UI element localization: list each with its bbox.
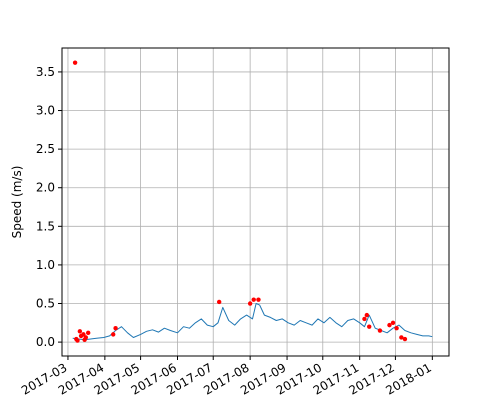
outlier-point bbox=[216, 299, 222, 305]
outlier-point bbox=[367, 324, 372, 329]
outlier-point bbox=[387, 322, 392, 328]
outlier-point bbox=[247, 301, 253, 306]
outlier-point bbox=[364, 312, 370, 318]
outlier-point bbox=[362, 316, 367, 322]
y-tick-label: 1.5 bbox=[36, 219, 55, 233]
outlier-point bbox=[77, 329, 83, 334]
y-tick-label: 3.0 bbox=[36, 104, 55, 118]
plot-area bbox=[61, 47, 450, 357]
y-axis-label: Speed (m/s) bbox=[10, 166, 24, 239]
speed-series-line bbox=[72, 303, 433, 341]
outlier-point bbox=[402, 336, 408, 342]
outlier-point bbox=[251, 297, 256, 302]
x-axis-ticks: 2017-032017-042017-052017-062017-072017-… bbox=[19, 356, 434, 398]
speed-series bbox=[72, 303, 433, 341]
outlier-point bbox=[256, 297, 261, 302]
outlier-point bbox=[399, 335, 404, 340]
outlier-point bbox=[85, 330, 91, 336]
y-tick-label: 0.5 bbox=[36, 297, 55, 311]
y-tick-label: 1.0 bbox=[36, 258, 55, 272]
outlier-point bbox=[111, 332, 116, 337]
outlier-point bbox=[82, 337, 87, 342]
outlier-point bbox=[72, 60, 78, 65]
outlier-points bbox=[72, 60, 408, 343]
y-tick-label: 3.5 bbox=[36, 65, 55, 79]
y-tick-label: 2.0 bbox=[36, 181, 55, 195]
outlier-point bbox=[74, 336, 79, 342]
y-tick-label: 2.5 bbox=[36, 142, 55, 156]
y-axis-ticks: 0.0 0.5 1.0 1.5 2.0 2.5 3.0 3.5 bbox=[36, 65, 62, 349]
outlier-point bbox=[113, 326, 118, 331]
y-tick-label: 0.0 bbox=[36, 335, 55, 349]
outlier-point bbox=[78, 333, 84, 339]
grid-lines bbox=[62, 48, 449, 356]
outlier-point bbox=[390, 320, 396, 326]
outlier-point bbox=[377, 328, 383, 333]
outlier-point bbox=[394, 326, 399, 331]
